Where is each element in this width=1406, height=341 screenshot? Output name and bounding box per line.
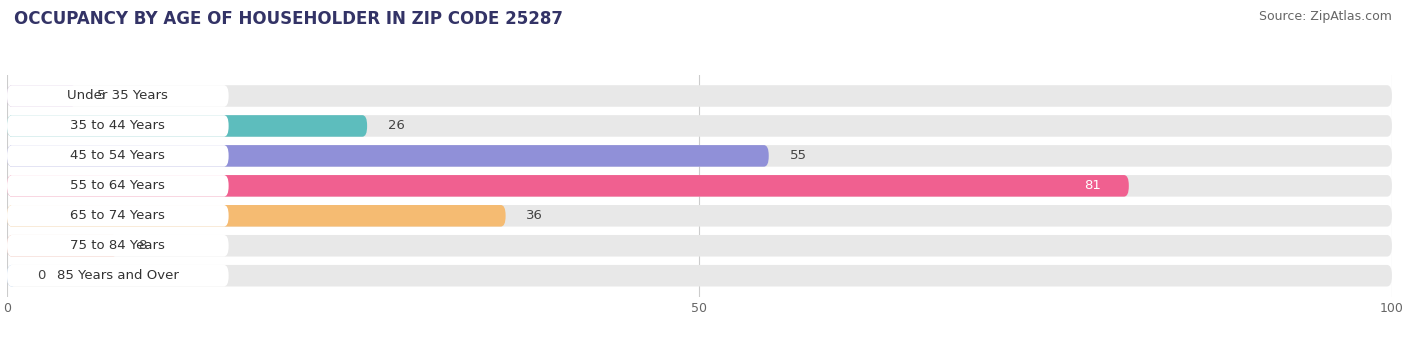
FancyBboxPatch shape bbox=[7, 175, 229, 197]
Text: 45 to 54 Years: 45 to 54 Years bbox=[70, 149, 166, 162]
Text: Under 35 Years: Under 35 Years bbox=[67, 89, 169, 103]
FancyBboxPatch shape bbox=[7, 235, 229, 256]
Text: 0: 0 bbox=[38, 269, 46, 282]
Text: 75 to 84 Years: 75 to 84 Years bbox=[70, 239, 166, 252]
Text: 55 to 64 Years: 55 to 64 Years bbox=[70, 179, 166, 192]
Text: 85 Years and Over: 85 Years and Over bbox=[56, 269, 179, 282]
FancyBboxPatch shape bbox=[7, 265, 229, 286]
FancyBboxPatch shape bbox=[7, 115, 1392, 137]
FancyBboxPatch shape bbox=[7, 85, 76, 107]
Text: 26: 26 bbox=[388, 119, 405, 132]
FancyBboxPatch shape bbox=[7, 235, 1392, 256]
FancyBboxPatch shape bbox=[7, 205, 229, 226]
Text: 81: 81 bbox=[1084, 179, 1101, 192]
FancyBboxPatch shape bbox=[7, 205, 1392, 226]
Text: 65 to 74 Years: 65 to 74 Years bbox=[70, 209, 166, 222]
Text: Source: ZipAtlas.com: Source: ZipAtlas.com bbox=[1258, 10, 1392, 23]
Text: 55: 55 bbox=[790, 149, 807, 162]
FancyBboxPatch shape bbox=[7, 85, 1392, 107]
FancyBboxPatch shape bbox=[7, 175, 1392, 197]
FancyBboxPatch shape bbox=[7, 265, 1392, 286]
FancyBboxPatch shape bbox=[7, 115, 367, 137]
FancyBboxPatch shape bbox=[7, 175, 1129, 197]
FancyBboxPatch shape bbox=[7, 145, 769, 167]
FancyBboxPatch shape bbox=[7, 205, 506, 226]
Text: OCCUPANCY BY AGE OF HOUSEHOLDER IN ZIP CODE 25287: OCCUPANCY BY AGE OF HOUSEHOLDER IN ZIP C… bbox=[14, 10, 562, 28]
FancyBboxPatch shape bbox=[7, 145, 229, 167]
FancyBboxPatch shape bbox=[7, 115, 229, 137]
Text: 8: 8 bbox=[139, 239, 148, 252]
FancyBboxPatch shape bbox=[7, 235, 118, 256]
FancyBboxPatch shape bbox=[7, 265, 17, 286]
FancyBboxPatch shape bbox=[7, 145, 1392, 167]
FancyBboxPatch shape bbox=[7, 85, 229, 107]
Text: 35 to 44 Years: 35 to 44 Years bbox=[70, 119, 166, 132]
Text: 36: 36 bbox=[526, 209, 543, 222]
Text: 5: 5 bbox=[97, 89, 105, 103]
